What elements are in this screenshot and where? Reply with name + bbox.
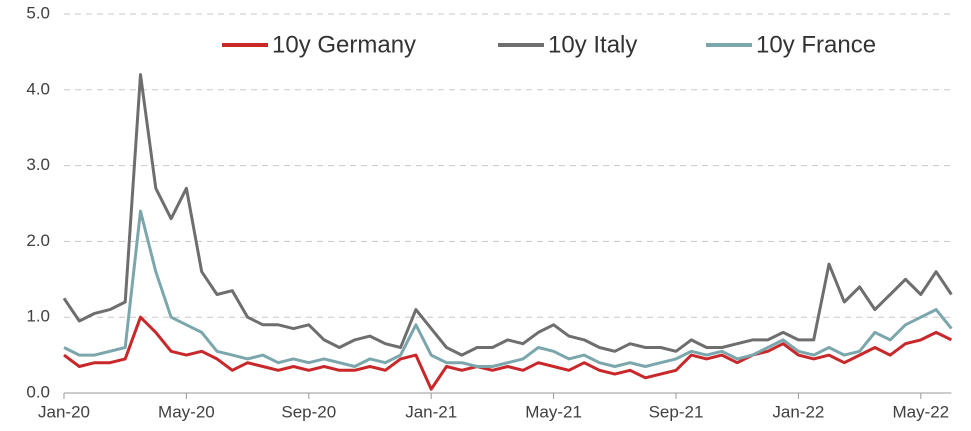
y-tick-label: 3.0: [26, 155, 50, 174]
legend-label: 10y France: [756, 31, 876, 58]
x-tick-label: Jan-21: [405, 402, 457, 421]
y-tick-label: 5.0: [26, 3, 50, 22]
x-tick-label: May-20: [158, 402, 215, 421]
line-series: [62, 73, 953, 357]
x-tick-label: Sep-21: [649, 402, 704, 421]
y-tick-label: 2.0: [26, 231, 50, 250]
y-tick-label: 4.0: [26, 79, 50, 98]
line-series: [63, 209, 953, 368]
y-tick-label: 0.0: [26, 382, 50, 401]
legend-label: 10y Germany: [272, 31, 416, 58]
y-tick-label: 1.0: [26, 307, 50, 326]
x-tick-label: Jan-22: [772, 402, 824, 421]
x-tick-label: May-21: [525, 402, 582, 421]
x-tick-label: May-22: [892, 402, 949, 421]
x-tick-label: Sep-20: [281, 402, 336, 421]
x-tick-label: Jan-20: [38, 402, 90, 421]
line-series: [63, 315, 953, 391]
legend-label: 10y Italy: [548, 31, 637, 58]
